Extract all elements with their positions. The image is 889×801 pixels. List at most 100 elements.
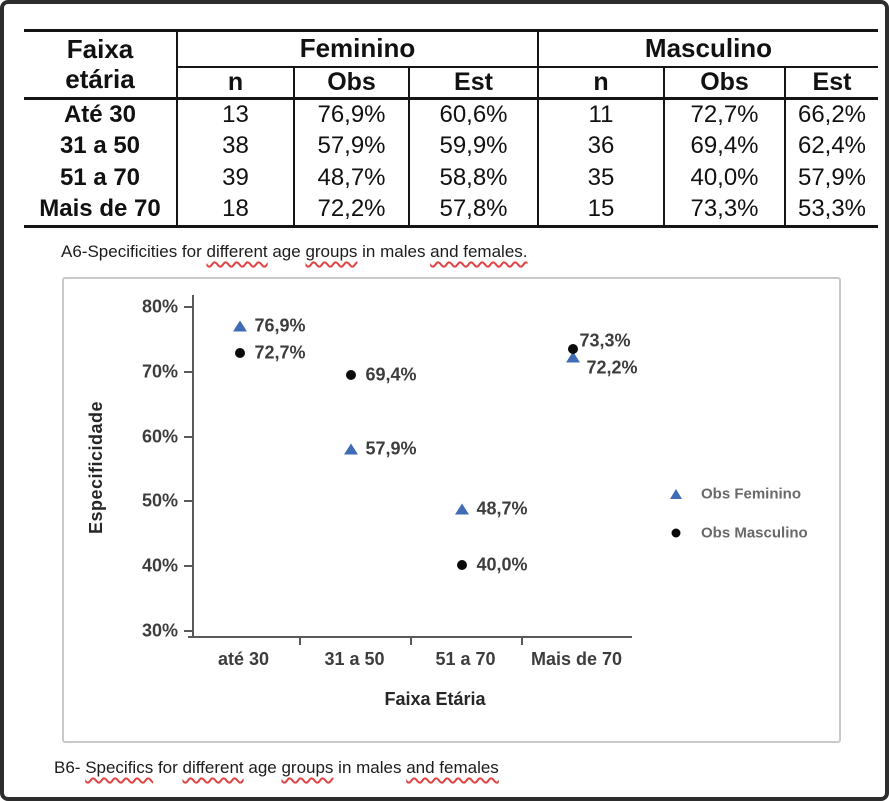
y-axis-tick [184, 500, 192, 503]
caption-text: age [243, 758, 282, 777]
data-point-feminino [343, 443, 358, 455]
x-axis-category-label: Mais de 70 [530, 649, 623, 669]
table-cell: 39 [176, 162, 294, 194]
misspelled-word: Specifics [85, 758, 154, 777]
table-cell: 36 [537, 130, 664, 162]
data-point-masculino [234, 348, 245, 359]
table-cell: 62,4% [784, 130, 878, 162]
data-point-masculino [456, 560, 467, 571]
y-axis-tick [184, 306, 192, 308]
subheader-est-m: Est [784, 66, 878, 100]
x-axis-tick [299, 636, 301, 645]
data-point-value-label: 69,4% [365, 364, 417, 385]
table-cell: 18 [176, 194, 294, 226]
table-row: Mais de 70 18 72,2% 57,8% 15 73,3% 53,3% [24, 194, 878, 226]
y-axis-tick [184, 435, 192, 438]
data-point-feminino [232, 320, 247, 332]
caption-text: A6-Specificities for [61, 242, 207, 261]
legend-marker-feminino [670, 489, 682, 499]
table-cell: 53,3% [784, 194, 878, 226]
legend-marker-masculino [671, 528, 681, 538]
corner-header-line2: etária [65, 64, 135, 95]
group-header-masculino: Masculino [537, 30, 878, 68]
table-cell: 11 [537, 98, 664, 130]
group-header-feminino: Feminino [176, 30, 538, 68]
data-point-value-label: 76,9% [254, 315, 306, 336]
y-axis-tick [184, 630, 192, 632]
data-point-value-label: 73,3% [579, 330, 631, 351]
data-point-value-label: 40,0% [476, 554, 528, 575]
legend-label: Obs Feminino [701, 485, 802, 503]
y-axis-line [192, 295, 194, 638]
table-corner-header: Faixa etária [24, 30, 178, 100]
chart-caption-b6: B6- Specifics for different age groups i… [54, 758, 499, 778]
data-point-value-label: 57,9% [365, 438, 417, 459]
y-axis-tick [184, 370, 192, 373]
table-cell: 72,2% [293, 194, 409, 226]
x-axis-title: Faixa Etária [384, 689, 486, 709]
y-axis-title: Especificidade [86, 400, 106, 534]
subheader-row: n Obs Est n Obs Est [24, 66, 878, 100]
table-cell: 72,7% [663, 98, 785, 130]
table-cell: 48,7% [293, 162, 409, 194]
table-cell: 40,0% [663, 162, 785, 194]
table-row: 51 a 70 39 48,7% 58,8% 35 40,0% 57,9% [24, 162, 878, 194]
misspelled-word: different [206, 242, 268, 261]
y-axis-tick-label: 30% [141, 620, 178, 641]
data-point-value-label: 72,2% [586, 357, 638, 378]
data-point-feminino [454, 503, 469, 515]
data-point-masculino [567, 344, 578, 355]
table-cell: 76,9% [293, 98, 409, 130]
legend-label: Obs Masculino [701, 524, 808, 542]
y-axis-tick [184, 565, 192, 568]
age-group-specificity-table: Faixa etária Feminino Masculino n Obs Es… [24, 29, 878, 228]
table-cell: 73,3% [663, 194, 785, 226]
corner-header-line1: Faixa [66, 34, 134, 65]
y-axis-tick-label: 50% [141, 490, 178, 511]
table-row: Até 30 13 76,9% 60,6% 11 72,7% 66,2% [24, 98, 878, 130]
subheader-n-m: n [537, 66, 664, 100]
subheader-est-f: Est [408, 66, 538, 100]
table-cell: 69,4% [663, 130, 785, 162]
table-cell: 57,9% [293, 130, 409, 162]
x-axis-category-label: 51 a 70 [435, 649, 496, 669]
table-cell: 66,2% [784, 98, 878, 130]
subheader-n-f: n [177, 66, 294, 100]
row-label: 31 a 50 [24, 130, 178, 162]
table-cell: 35 [537, 162, 664, 194]
table-cell: 13 [176, 98, 294, 130]
row-label: Mais de 70 [24, 194, 178, 226]
y-axis-tick-label: 80% [141, 296, 178, 317]
x-axis-tick [521, 636, 523, 645]
row-label: Até 30 [24, 98, 178, 130]
row-label: 51 a 70 [24, 162, 178, 194]
data-point-value-label: 72,7% [254, 342, 306, 363]
y-axis-tick-label: 40% [141, 555, 178, 576]
data-point-feminino [565, 351, 580, 363]
table-cell: 59,9% [408, 130, 538, 162]
table-cell: 58,8% [408, 162, 538, 194]
misspelled-word: different [182, 758, 244, 777]
x-axis-tick [410, 636, 412, 645]
table-cell: 57,8% [408, 194, 538, 226]
caption-text: in males [357, 242, 431, 261]
table-cell: 60,6% [408, 98, 538, 130]
x-axis-category-label: 31 a 50 [324, 649, 385, 669]
data-point-value-label: 48,7% [476, 498, 528, 519]
y-axis-tick-label: 60% [141, 426, 178, 447]
table-row: 31 a 50 38 57,9% 59,9% 36 69,4% 62,4% [24, 130, 878, 162]
misspelled-word: groups [305, 242, 358, 261]
table-cell: 38 [176, 130, 294, 162]
caption-text: B6- [54, 758, 86, 777]
table-cell: 15 [537, 194, 664, 226]
table-body: Até 30 13 76,9% 60,6% 11 72,7% 66,2% 31 a 50 38 5… [24, 98, 878, 226]
misspelled-word: and females [406, 758, 499, 777]
caption-text: in males [333, 758, 407, 777]
subheader-obs-f: Obs [293, 66, 409, 100]
specificity-scatter-chart: 80% 70% 60% 50% 40% 30% até 30 31 a 50 51 a 70 Ma… [62, 277, 841, 743]
misspelled-word: groups [281, 758, 334, 777]
table-cell: 57,9% [784, 162, 878, 194]
subheader-obs-m: Obs [663, 66, 785, 100]
table-caption-a6: A6-Specificities for different age group… [61, 242, 528, 262]
